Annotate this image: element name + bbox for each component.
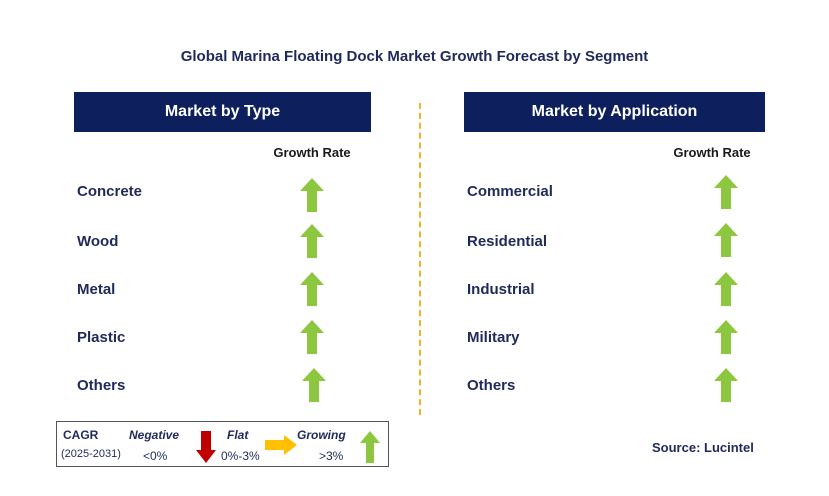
application-panel-header: Market by Application	[464, 92, 765, 132]
type-panel-header: Market by Type	[74, 92, 371, 132]
growing-arrow-icon	[714, 320, 738, 354]
type-row-label: Wood	[77, 233, 119, 250]
legend-flat-range: 0%-3%	[221, 449, 260, 463]
application-row-label: Military	[467, 329, 520, 346]
cagr-legend: CAGR (2025-2031) Negative <0% Flat 0%-3%…	[56, 421, 389, 467]
legend-negative-range: <0%	[143, 449, 168, 463]
growing-arrow-icon	[360, 431, 380, 463]
application-growth-rate-label: Growth Rate	[673, 145, 751, 160]
legend-negative-label: Negative	[129, 428, 180, 442]
application-row-label: Commercial	[467, 183, 553, 200]
growing-arrow-icon	[300, 272, 324, 306]
flat-arrow-icon	[265, 435, 297, 455]
legend-cagr-label: CAGR	[63, 428, 99, 442]
growing-arrow-icon	[714, 368, 738, 402]
legend-flat-label: Flat	[227, 428, 249, 442]
negative-arrow-icon	[196, 431, 216, 463]
application-row-label: Industrial	[467, 281, 535, 298]
growing-arrow-icon	[714, 175, 738, 209]
chart-title: Global Marina Floating Dock Market Growt…	[180, 48, 649, 65]
application-row-label: Residential	[467, 233, 548, 250]
growing-arrow-icon	[714, 223, 738, 257]
type-row-label: Others	[77, 377, 126, 394]
panel-divider	[419, 103, 421, 415]
type-row-label: Concrete	[77, 183, 143, 200]
growing-arrow-icon	[714, 272, 738, 306]
type-growth-rate-label: Growth Rate	[273, 145, 351, 160]
growing-arrow-icon	[302, 368, 326, 402]
legend-growing-range: >3%	[319, 449, 344, 463]
legend-growing-label: Growing	[297, 428, 346, 442]
type-row-label: Plastic	[77, 329, 126, 346]
application-row-label: Others	[467, 377, 516, 394]
growing-arrow-icon	[300, 224, 324, 258]
legend-period: (2025-2031)	[61, 448, 121, 460]
growing-arrow-icon	[300, 320, 324, 354]
growing-arrow-icon	[300, 178, 324, 212]
type-row-label: Metal	[77, 281, 116, 298]
source-note: Source: Lucintel	[652, 440, 754, 455]
